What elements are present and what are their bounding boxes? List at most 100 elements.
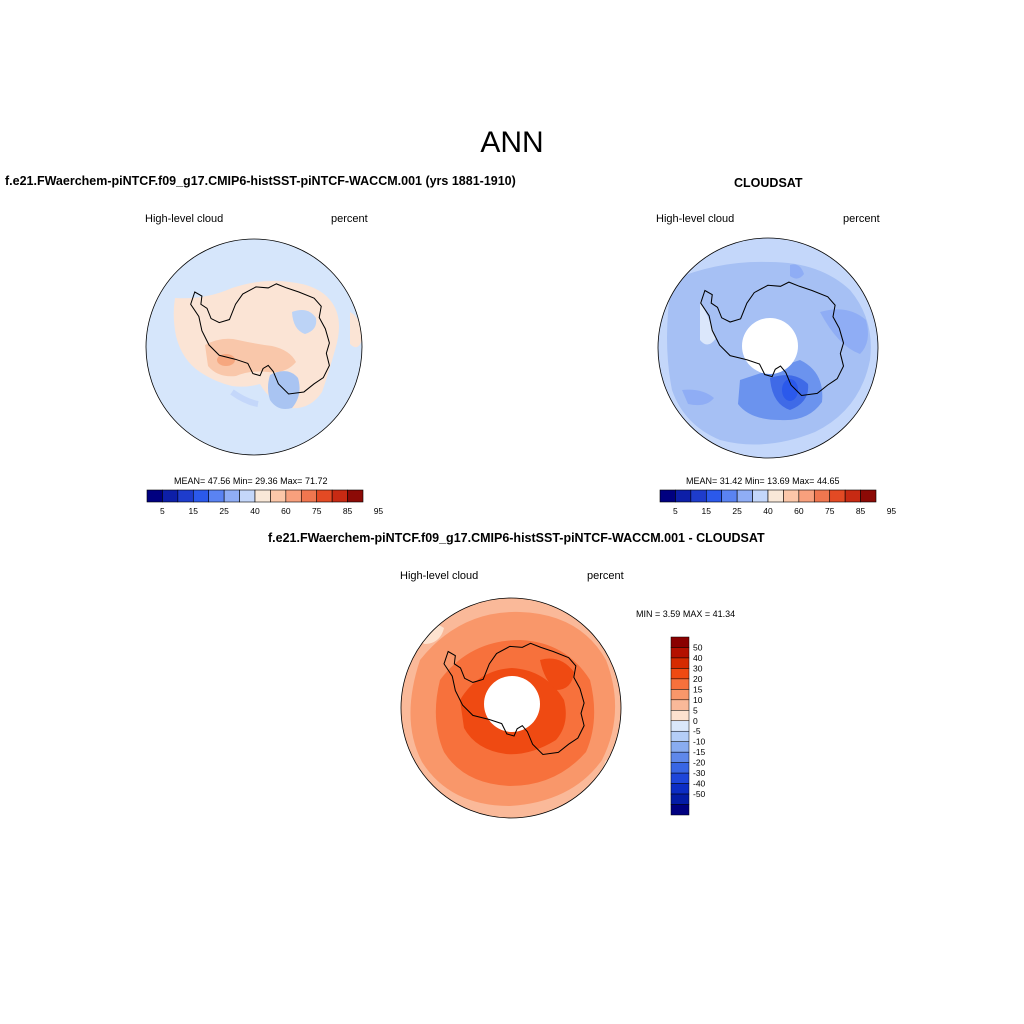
- obs-colorbar-swatch: [767, 489, 784, 503]
- model-colorbar-swatch: [192, 489, 210, 503]
- model-min-label: Min=: [232, 476, 253, 486]
- model-max-value: 71.72: [304, 476, 328, 486]
- model-colorbar-swatch: [223, 489, 240, 503]
- diff-colorbar-swatch: [670, 668, 690, 680]
- diff-colorbar-swatch: [670, 647, 690, 659]
- diff-stats: MIN = 3.59 MAX = 41.34: [636, 609, 735, 619]
- obs-colorbar-tick-label: 40: [763, 506, 773, 516]
- obs-map: [657, 237, 879, 459]
- model-units-label: percent: [331, 213, 368, 225]
- model-variable-label: High-level cloud: [145, 213, 224, 225]
- obs-panel-title: CLOUDSAT: [734, 176, 803, 190]
- diff-colorbar-swatch: [670, 772, 690, 784]
- model-mean-value: 47.56: [207, 476, 231, 486]
- obs-colorbar-swatch: [736, 489, 753, 503]
- diff-colorbar-swatch: [670, 741, 690, 753]
- diff-colorbar-tick-label: -5: [693, 726, 701, 736]
- model-colorbar-swatch: [270, 489, 287, 503]
- diff-max-value: 41.34: [712, 609, 736, 619]
- model-colorbar-tick-label: 40: [250, 506, 260, 516]
- diff-colorbar-tick-label: 50: [693, 642, 703, 652]
- model-colorbar-swatch: [331, 489, 348, 503]
- obs-colorbar-swatch: [721, 489, 738, 503]
- obs-colorbar-tick-label: 75: [825, 506, 835, 516]
- obs-colorbar-swatch: [813, 489, 831, 503]
- diff-colorbar-tick-label: 0: [693, 716, 698, 726]
- model-map: [145, 238, 363, 456]
- model-colorbar-tick-label: 15: [189, 506, 199, 516]
- obs-stats: MEAN= 31.42 Min= 13.69 Max= 44.65: [686, 476, 839, 486]
- diff-colorbar-swatch: [670, 689, 690, 701]
- model-stats: MEAN= 47.56 Min= 29.36 Max= 71.72: [174, 476, 327, 486]
- obs-colorbar-swatch: [659, 489, 676, 503]
- obs-colorbar-swatch: [829, 489, 846, 503]
- diff-colorbar-swatch: [670, 730, 690, 742]
- model-colorbar-swatch: [162, 489, 179, 503]
- diff-colorbar-swatch: [670, 657, 690, 669]
- diff-colorbar-tick-label: 20: [693, 674, 703, 684]
- model-colorbar-swatch: [300, 489, 318, 503]
- model-colorbar-swatch: [316, 489, 333, 503]
- diff-colorbar-swatch: [670, 804, 690, 816]
- diff-colorbar-swatch: [670, 793, 690, 805]
- obs-colorbar-swatch: [798, 489, 815, 503]
- diff-min-value: 3.59: [662, 609, 681, 619]
- model-max-label: Max=: [280, 476, 303, 486]
- model-min-value: 29.36: [255, 476, 278, 486]
- diff-colorbar-swatch: [670, 636, 690, 648]
- diff-variable-label: High-level cloud: [400, 570, 479, 582]
- diff-colorbar-tick-label: -50: [693, 789, 706, 799]
- diff-colorbar-swatch: [670, 710, 690, 722]
- obs-variable-label: High-level cloud: [656, 213, 735, 225]
- diff-colorbar-tick-label: -15: [693, 747, 706, 757]
- model-colorbar-tick-label: 25: [219, 506, 229, 516]
- diff-colorbar-swatch: [670, 699, 690, 711]
- diff-panel-title: f.e21.FWaerchem-piNTCF.f09_g17.CMIP6-his…: [268, 531, 765, 545]
- model-panel-title: f.e21.FWaerchem-piNTCF.f09_g17.CMIP6-his…: [5, 174, 516, 188]
- model-mean-label: MEAN=: [174, 476, 206, 486]
- model-colorbar-swatch: [146, 489, 163, 503]
- diff-max-label: MAX =: [682, 609, 711, 619]
- diff-colorbar-tick-label: 15: [693, 684, 703, 694]
- diff-colorbar-swatch: [670, 783, 690, 795]
- obs-mean-label: MEAN=: [686, 476, 718, 486]
- obs-colorbar-swatch: [860, 489, 877, 503]
- obs-colorbar-tick-label: 25: [732, 506, 742, 516]
- model-colorbar-tick-label: 85: [343, 506, 353, 516]
- obs-min-label: Min=: [744, 476, 765, 486]
- diff-min-label: MIN =: [636, 609, 661, 619]
- obs-units-label: percent: [843, 213, 880, 225]
- diff-colorbar-swatch: [670, 762, 690, 774]
- diff-colorbar-tick-label: -40: [693, 779, 706, 789]
- diff-colorbar-swatch: [670, 678, 690, 690]
- model-colorbar-swatch: [285, 489, 302, 503]
- model-colorbar-swatch: [254, 489, 271, 503]
- obs-max-value: 44.65: [816, 476, 840, 486]
- model-colorbar-swatch: [177, 489, 194, 503]
- figure-title: ANN: [480, 126, 544, 159]
- diff-colorbar-tick-label: -20: [693, 758, 706, 768]
- obs-colorbar-tick-label: 15: [702, 506, 712, 516]
- obs-colorbar: 5 15 25 40 60 75 85 95: [659, 489, 897, 516]
- obs-colorbar-swatch: [690, 489, 707, 503]
- diff-colorbar-tick-label: 30: [693, 663, 703, 673]
- model-colorbar-tick-label: 75: [312, 506, 322, 516]
- obs-colorbar-swatch: [675, 489, 692, 503]
- diff-colorbar-tick-label: -30: [693, 768, 706, 778]
- diff-colorbar-swatch: [670, 720, 690, 732]
- model-colorbar-tick-label: 60: [281, 506, 291, 516]
- model-colorbar: 5 15 25 40 60 75 85 95: [146, 489, 384, 516]
- obs-colorbar-swatch: [783, 489, 800, 503]
- model-colorbar-tick-label: 95: [374, 506, 384, 516]
- diff-colorbar-tick-label: 5: [693, 705, 698, 715]
- obs-colorbar-tick-label: 95: [887, 506, 897, 516]
- diff-colorbar-tick-label: 10: [693, 695, 703, 705]
- diff-colorbar-tick-label: -10: [693, 737, 706, 747]
- obs-max-label: Max=: [792, 476, 815, 486]
- obs-colorbar-tick-label: 85: [856, 506, 866, 516]
- obs-colorbar-swatch: [752, 489, 769, 503]
- model-colorbar-tick-label: 5: [160, 506, 165, 516]
- diff-colorbar-swatch: [670, 751, 690, 763]
